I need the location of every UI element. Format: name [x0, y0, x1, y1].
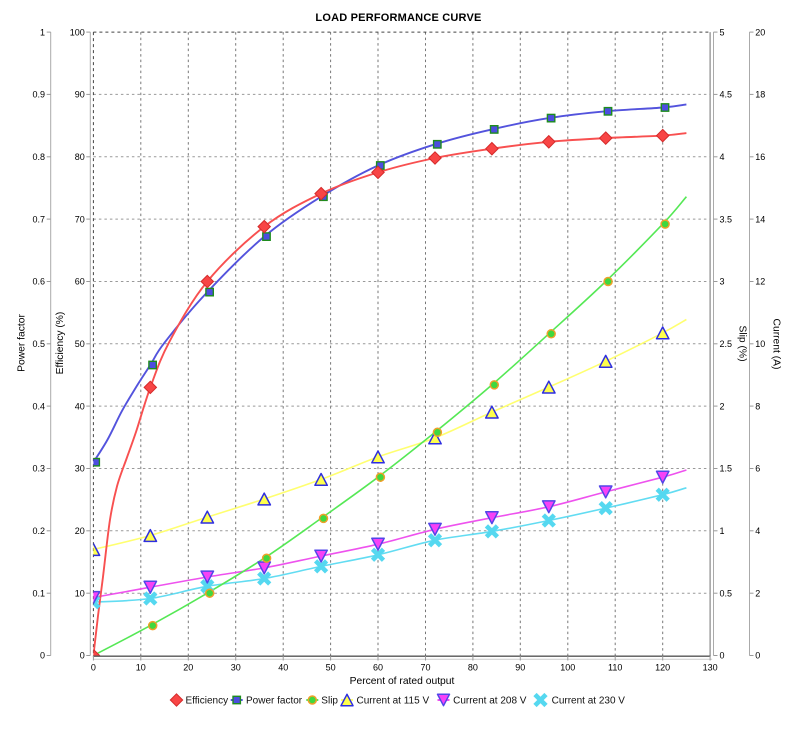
svg-text:16: 16 [755, 152, 765, 162]
svg-text:100: 100 [560, 663, 575, 673]
svg-text:80: 80 [75, 152, 85, 162]
svg-text:4: 4 [720, 152, 725, 162]
svg-text:0.5: 0.5 [32, 339, 45, 349]
svg-text:0.1: 0.1 [32, 588, 45, 598]
svg-text:0.5: 0.5 [720, 588, 733, 598]
svg-text:0.6: 0.6 [32, 277, 45, 287]
svg-text:0.2: 0.2 [32, 526, 45, 536]
svg-text:Current at 115 V: Current at 115 V [357, 696, 430, 707]
svg-text:0: 0 [755, 651, 760, 661]
svg-text:70: 70 [420, 663, 430, 673]
svg-text:20: 20 [75, 526, 85, 536]
svg-text:40: 40 [75, 401, 85, 411]
svg-text:90: 90 [515, 663, 525, 673]
svg-text:0.3: 0.3 [32, 464, 45, 474]
svg-text:20: 20 [183, 663, 193, 673]
svg-text:18: 18 [755, 90, 765, 100]
svg-text:0: 0 [91, 663, 96, 673]
svg-text:10: 10 [75, 588, 85, 598]
svg-text:6: 6 [755, 464, 760, 474]
svg-text:0.4: 0.4 [32, 401, 45, 411]
svg-text:0: 0 [720, 651, 725, 661]
svg-text:20: 20 [755, 27, 765, 37]
svg-text:Power factor: Power factor [246, 696, 303, 707]
svg-text:Efficiency: Efficiency [186, 696, 229, 707]
svg-text:50: 50 [326, 663, 336, 673]
svg-text:50: 50 [75, 339, 85, 349]
svg-text:2: 2 [755, 588, 760, 598]
svg-text:8: 8 [755, 401, 760, 411]
svg-text:5: 5 [720, 27, 725, 37]
svg-text:12: 12 [755, 277, 765, 287]
svg-text:80: 80 [468, 663, 478, 673]
svg-text:10: 10 [136, 663, 146, 673]
svg-text:120: 120 [655, 663, 670, 673]
svg-text:90: 90 [75, 90, 85, 100]
svg-text:130: 130 [703, 663, 718, 673]
svg-text:2: 2 [720, 401, 725, 411]
svg-text:Slip: Slip [321, 696, 338, 707]
svg-text:Efficiency (%): Efficiency (%) [55, 312, 66, 375]
svg-text:1.5: 1.5 [720, 464, 733, 474]
svg-text:1: 1 [720, 526, 725, 536]
svg-text:70: 70 [75, 214, 85, 224]
svg-text:100: 100 [70, 27, 85, 37]
svg-text:Slip (%): Slip (%) [737, 325, 748, 361]
svg-text:4.5: 4.5 [720, 90, 733, 100]
svg-text:0: 0 [80, 651, 85, 661]
svg-text:Current (A): Current (A) [771, 319, 782, 370]
svg-text:Current at 230 V: Current at 230 V [552, 696, 626, 707]
svg-text:2.5: 2.5 [720, 339, 733, 349]
svg-text:60: 60 [373, 663, 383, 673]
svg-text:0.9: 0.9 [32, 90, 45, 100]
svg-text:110: 110 [608, 663, 622, 673]
svg-text:3: 3 [720, 277, 725, 287]
svg-text:1: 1 [40, 27, 45, 37]
svg-text:LOAD PERFORMANCE CURVE: LOAD PERFORMANCE CURVE [315, 12, 481, 24]
svg-text:0.8: 0.8 [32, 152, 45, 162]
svg-text:30: 30 [231, 663, 241, 673]
svg-text:0.7: 0.7 [32, 214, 45, 224]
svg-text:Power factor: Power factor [16, 314, 27, 372]
svg-text:10: 10 [755, 339, 765, 349]
svg-text:60: 60 [75, 277, 85, 287]
svg-text:40: 40 [278, 663, 288, 673]
svg-text:3.5: 3.5 [720, 214, 733, 224]
svg-text:Percent of rated output: Percent of rated output [350, 676, 455, 687]
svg-text:4: 4 [755, 526, 760, 536]
svg-text:30: 30 [75, 464, 85, 474]
svg-text:Current at 208 V: Current at 208 V [453, 696, 527, 707]
svg-text:14: 14 [755, 214, 765, 224]
svg-text:0: 0 [40, 651, 45, 661]
